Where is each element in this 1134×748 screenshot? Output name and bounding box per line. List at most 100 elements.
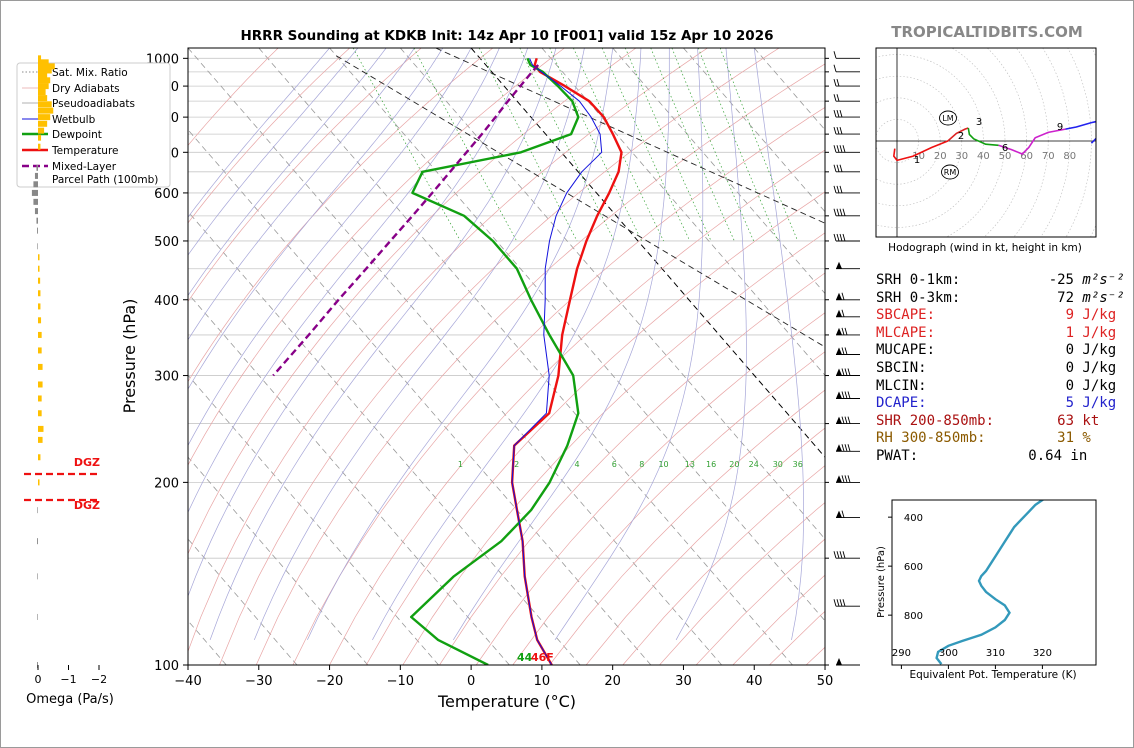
omega-bar: [37, 227, 38, 234]
dry-adiabat-line: [402, 232, 825, 665]
barb-flag: [839, 126, 843, 135]
omega-bar: [38, 77, 51, 84]
barb-flag: [833, 599, 837, 607]
legend-label: Dry Adiabats: [52, 83, 120, 95]
barb-flag: [842, 551, 846, 559]
series-mixed-layerline: [272, 64, 540, 377]
hodograph-segment: [892, 140, 949, 162]
legend-label: Dewpoint: [52, 129, 102, 141]
stat-unit: J/kg: [1074, 377, 1117, 394]
legend-label: Mixed-Layer Parcel Path (100mb): [52, 161, 158, 186]
barb-pennant: [836, 327, 842, 335]
barb-flag: [841, 292, 845, 300]
isotherm-line: [400, 48, 825, 540]
barb-flag: [839, 599, 843, 607]
barb-pennant: [836, 347, 842, 355]
y-tick-label: 200: [154, 476, 179, 491]
omega-bar: [38, 67, 52, 74]
omega-tick-label: −1: [60, 673, 76, 686]
barb-flag: [833, 145, 837, 153]
stat-value: 0: [1065, 342, 1074, 359]
legend-label-line: Parcel Path (100mb): [52, 174, 158, 186]
barb-flag: [841, 309, 845, 317]
pseudoadiabat-line: [753, 48, 804, 640]
hodograph-height-label: 3: [976, 117, 982, 128]
theta-e-y-tick-label: 600: [904, 562, 923, 573]
stat-label: MLCAPE:: [876, 324, 936, 341]
pseudoadiabat-line: [188, 48, 444, 390]
stat-value: 0.64: [1028, 448, 1062, 464]
mixing-ratio-label: 2: [514, 460, 519, 469]
dry-adiabat-line: [475, 312, 825, 665]
y-tick-label: 400: [154, 294, 179, 309]
omega-bar: [38, 143, 41, 150]
wind-barb: [836, 475, 860, 483]
temperature-axis-ticks: −40 −30 −20 −10 0 10 20 30 40 50: [174, 665, 833, 689]
skewt-plot-frame: [187, 47, 826, 666]
omega-bar: [38, 381, 43, 388]
legend-label: Pseudoadiabats: [52, 98, 135, 110]
hodograph-segment: [947, 127, 969, 142]
omega-tick-label: 0: [35, 673, 42, 686]
barb-flag: [833, 78, 837, 87]
omega-bar: [37, 613, 38, 620]
omega-axis-label: Omega (Pa/s): [26, 692, 114, 707]
theta-e-x-tick-label: 300: [939, 648, 958, 659]
skewt-background-lines: [188, 48, 825, 665]
mixing-ratio-line: [573, 48, 664, 242]
hodograph-segment: [1065, 120, 1096, 144]
legend-label-line: Mixed-Layer: [52, 161, 117, 173]
omega-bar: [33, 198, 38, 205]
isotherm-line: [329, 48, 825, 622]
stat-label: SRH 0-3km:: [876, 289, 961, 306]
omega-bar: [31, 189, 38, 196]
wind-barb: [833, 145, 860, 153]
skewt-series: [272, 57, 623, 665]
dry-adiabat-line: [219, 48, 780, 665]
barb-pennant: [836, 444, 842, 452]
mixing-ratio-line: [624, 48, 712, 242]
theta-e-x-tick-label: 290: [892, 648, 911, 659]
omega-bar: [38, 71, 48, 78]
theta-e-panel: 290 300 310 320 400 600 800: [888, 500, 1052, 669]
y-tick-label: 600: [154, 187, 179, 202]
x-tick-label: 40: [746, 674, 763, 689]
mixing-ratio-label: 4: [574, 460, 579, 469]
barb-flag: [844, 347, 848, 355]
omega-bar: [38, 101, 52, 108]
mixing-ratio-line: [719, 48, 799, 242]
hodograph-ring-label: 10: [912, 151, 925, 162]
stat-label: RH 300-850mb:: [876, 430, 986, 447]
stat-value: -25: [1048, 272, 1074, 288]
theta-e-x-tick-label: 310: [986, 648, 1005, 659]
hodograph-ring-label: 80: [1063, 151, 1076, 162]
x-tick-label: 0: [467, 674, 475, 689]
wind-barb: [836, 261, 860, 270]
wind-barb: [833, 185, 860, 194]
theta-e-x-label: Equivalent Pot. Temperature (K): [909, 669, 1076, 681]
omega-bar: [38, 265, 40, 272]
barb-flag: [833, 551, 837, 559]
hodograph-ring-label: 40: [977, 151, 990, 162]
wind-barb: [833, 109, 860, 118]
barb-flag: [836, 109, 840, 118]
mixing-ratio-label: 13: [685, 460, 695, 469]
theta-e-y-tick-label: 400: [904, 513, 923, 524]
pseudoadiabat-line: [253, 48, 585, 641]
pseudoadiabat-line: [188, 48, 472, 447]
stat-value: 31: [1057, 430, 1074, 447]
wind-barb: [836, 309, 860, 318]
omega-bar: [33, 181, 38, 188]
omega-bar: [37, 573, 38, 580]
omega-bar: [38, 317, 42, 324]
legend-label-line: Sat. Mix. Ratio: [52, 67, 128, 79]
barb-flag: [847, 368, 851, 376]
stat-unit: J/kg: [1074, 324, 1117, 341]
barb-flag: [841, 347, 845, 355]
mixing-ratio-line: [549, 48, 643, 242]
omega-bar: [34, 172, 38, 179]
barb-flag: [841, 444, 845, 452]
barb-flag: [847, 444, 851, 452]
stat-value: 1: [1065, 324, 1074, 341]
wind-barb: [833, 126, 860, 135]
